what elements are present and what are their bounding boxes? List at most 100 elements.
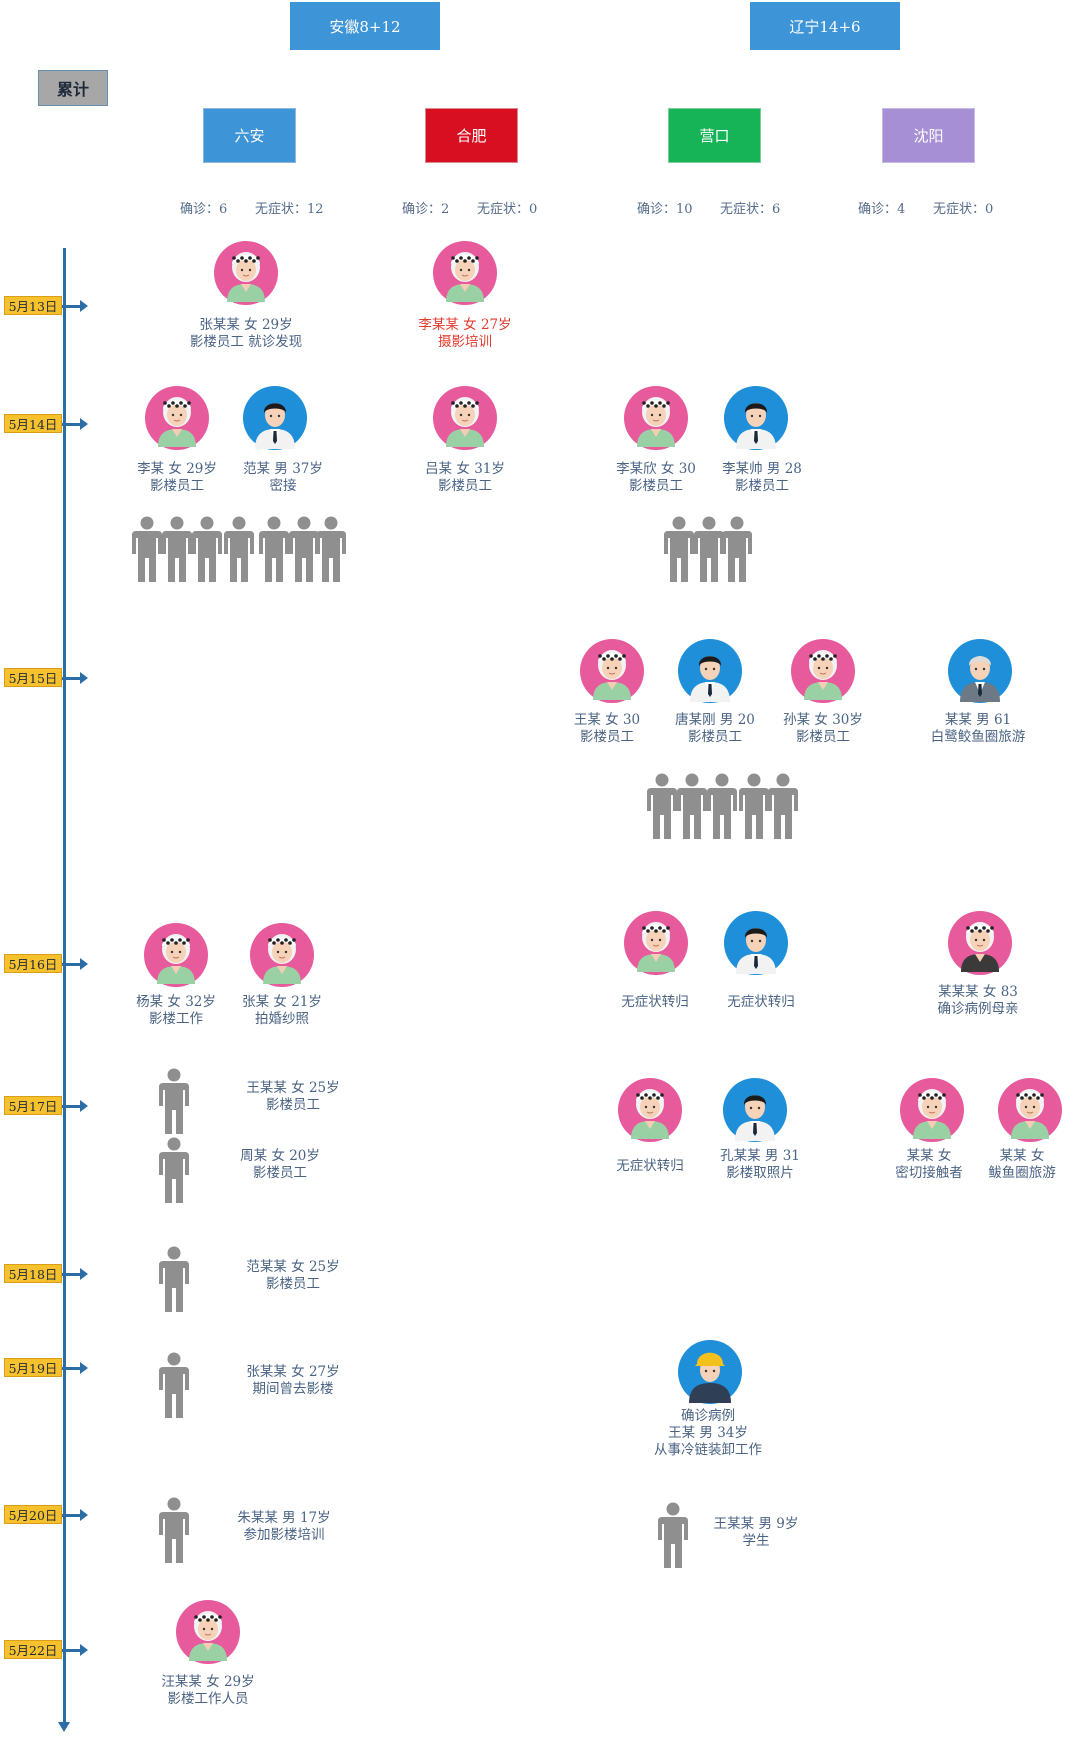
yingkou-asym-stat: 无症状：6 (720, 202, 781, 217)
case-label-li-shuai: 李某帅 男 28 影楼员工 (722, 461, 802, 494)
asymptomatic-person-icon (656, 1502, 690, 1568)
female-avatar-icon (623, 910, 689, 976)
case-label-mou-83: 某某某 女 83 确诊病例母亲 (937, 984, 1019, 1017)
asymptomatic-person-icon (157, 1137, 191, 1203)
asymptomatic-person-icon (160, 516, 194, 582)
case-label-wang-29: 汪某某 女 29岁 影楼工作人员 (161, 1674, 255, 1707)
case-label-mou-bayuquan: 某某 女鲅鱼圈旅游 (988, 1148, 1056, 1181)
case-label-sun: 孙某 女 30岁 影楼员工 (783, 712, 863, 745)
case-label-wang-1: 王某 女 30 影楼员工 (573, 712, 641, 745)
city-shenyang-box: 沈阳 (882, 108, 975, 163)
date-tag: 5月13日 (4, 296, 62, 315)
date-connector (62, 1514, 80, 1517)
date-arrow-icon (80, 1100, 88, 1112)
asymptomatic-person-icon (157, 1068, 191, 1134)
date-tag: 5月14日 (4, 414, 62, 433)
case-label-zhu: 朱某某 男 17岁 参加影楼培训 (237, 1510, 331, 1543)
elder-female-avatar-icon (947, 910, 1013, 976)
female-avatar-icon (213, 240, 279, 306)
asymptomatic-person-icon (692, 516, 726, 582)
case-label-li-hefei: 李某某 女 27岁 摄影培训 (418, 317, 512, 350)
asymptomatic-person-icon (766, 773, 800, 839)
asymptomatic-person-icon (662, 516, 696, 582)
asymptomatic-person-icon (257, 516, 291, 582)
case-label-wang-25: 王某某 女 25岁 影楼员工 (246, 1080, 340, 1113)
city-yingkou-box: 营口 (668, 108, 761, 163)
timeline-arrow-icon (58, 1722, 70, 1732)
worker-avatar-icon (677, 1339, 743, 1405)
case-label-fan: 范某 男 37岁 密接 (243, 461, 323, 494)
city-shenyang-label: 沈阳 (913, 127, 944, 145)
male-avatar-icon (677, 638, 743, 704)
asymptomatic-person-icon (157, 1246, 191, 1312)
male-avatar-icon (722, 1077, 788, 1143)
date-tag: 5月16日 (4, 954, 62, 973)
province-liaoning-box: 辽宁14+6 (750, 2, 900, 50)
date-tag: 5月15日 (4, 668, 62, 687)
asymptomatic-person-icon (737, 773, 771, 839)
case-label-mou-contact: 某某 女密切接触者 (895, 1148, 963, 1181)
date-arrow-icon (80, 672, 88, 684)
shenyang-confirmed-stat: 确诊：4 (858, 202, 906, 217)
hefei-asym-stat: 无症状：0 (477, 202, 538, 217)
date-arrow-icon (80, 300, 88, 312)
case-label-zhang-1: 张某某 女 29岁 影楼员工 就诊发现 (189, 317, 303, 350)
asymptomatic-person-icon (222, 516, 256, 582)
female-avatar-icon (249, 922, 315, 988)
female-avatar-icon (617, 1077, 683, 1143)
date-connector (62, 1649, 80, 1652)
case-label-tang: 唐某刚 男 20 影楼员工 (675, 712, 755, 745)
cumulative-box: 累计 (38, 70, 108, 106)
province-anhui-label: 安徽8+12 (329, 17, 401, 36)
case-label-wang-34: 确诊病例 王某 男 34岁 从事冷链装卸工作 (654, 1408, 762, 1458)
liuan-asym-stat: 无症状：12 (255, 202, 324, 217)
date-tag: 5月22日 (4, 1640, 62, 1659)
date-arrow-icon (80, 418, 88, 430)
case-label-wang-9: 王某某 男 9岁 学生 (713, 1516, 799, 1549)
asymptomatic-person-icon (645, 773, 679, 839)
liuan-confirmed-stat: 确诊：6 (180, 202, 228, 217)
case-label-yang: 杨某 女 32岁 影楼工作 (136, 994, 216, 1027)
female-avatar-icon (579, 638, 645, 704)
female-avatar-icon (432, 240, 498, 306)
date-connector (62, 423, 80, 426)
yingkou-confirmed-stat: 确诊：10 (637, 202, 693, 217)
city-yingkou-label: 营口 (699, 127, 730, 145)
date-connector (62, 1105, 80, 1108)
female-avatar-icon (432, 385, 498, 451)
case-label-asym-recovered-2: 无症状转归 (727, 994, 795, 1010)
case-label-kong: 孔某某 男 31 影楼取照片 (720, 1148, 800, 1181)
case-label-zhang-27: 张某某 女 27岁 期间曾去影楼 (246, 1364, 340, 1397)
case-label-zhang-21: 张某 女 21岁 拍婚纱照 (242, 994, 322, 1027)
date-arrow-icon (80, 1509, 88, 1521)
case-label-li-liuan: 李某 女 29岁 影楼员工 (137, 461, 217, 494)
date-connector (62, 677, 80, 680)
date-tag: 5月19日 (4, 1358, 62, 1377)
asymptomatic-person-icon (157, 1497, 191, 1563)
case-label-asym-recovered-3: 无症状转归 (616, 1158, 684, 1174)
asymptomatic-person-icon (287, 516, 321, 582)
asymptomatic-person-icon (675, 773, 709, 839)
cumulative-label: 累计 (56, 80, 89, 99)
timeline-axis (63, 248, 66, 1726)
elder-male-avatar-icon (947, 638, 1013, 704)
date-connector (62, 1367, 80, 1370)
case-label-li-xin: 李某欣 女 30 影楼员工 (616, 461, 696, 494)
case-label-lv: 吕某 女 31岁 影楼员工 (425, 461, 505, 494)
shenyang-asym-stat: 无症状：0 (933, 202, 994, 217)
city-hefei-box: 合肥 (425, 108, 518, 163)
female-avatar-icon (997, 1077, 1063, 1143)
date-connector (62, 1273, 80, 1276)
province-liaoning-label: 辽宁14+6 (789, 17, 861, 36)
date-connector (62, 305, 80, 308)
male-avatar-icon (242, 385, 308, 451)
case-label-asym-recovered-1: 无症状转归 (621, 994, 689, 1010)
asymptomatic-person-icon (190, 516, 224, 582)
date-tag: 5月20日 (4, 1505, 62, 1524)
hefei-confirmed-stat: 确诊：2 (402, 202, 450, 217)
female-avatar-icon (143, 922, 209, 988)
date-tag: 5月17日 (4, 1096, 62, 1115)
case-label-zhou: 周某 女 20岁 影楼员工 (240, 1148, 320, 1181)
female-avatar-icon (899, 1077, 965, 1143)
asymptomatic-person-icon (314, 516, 348, 582)
